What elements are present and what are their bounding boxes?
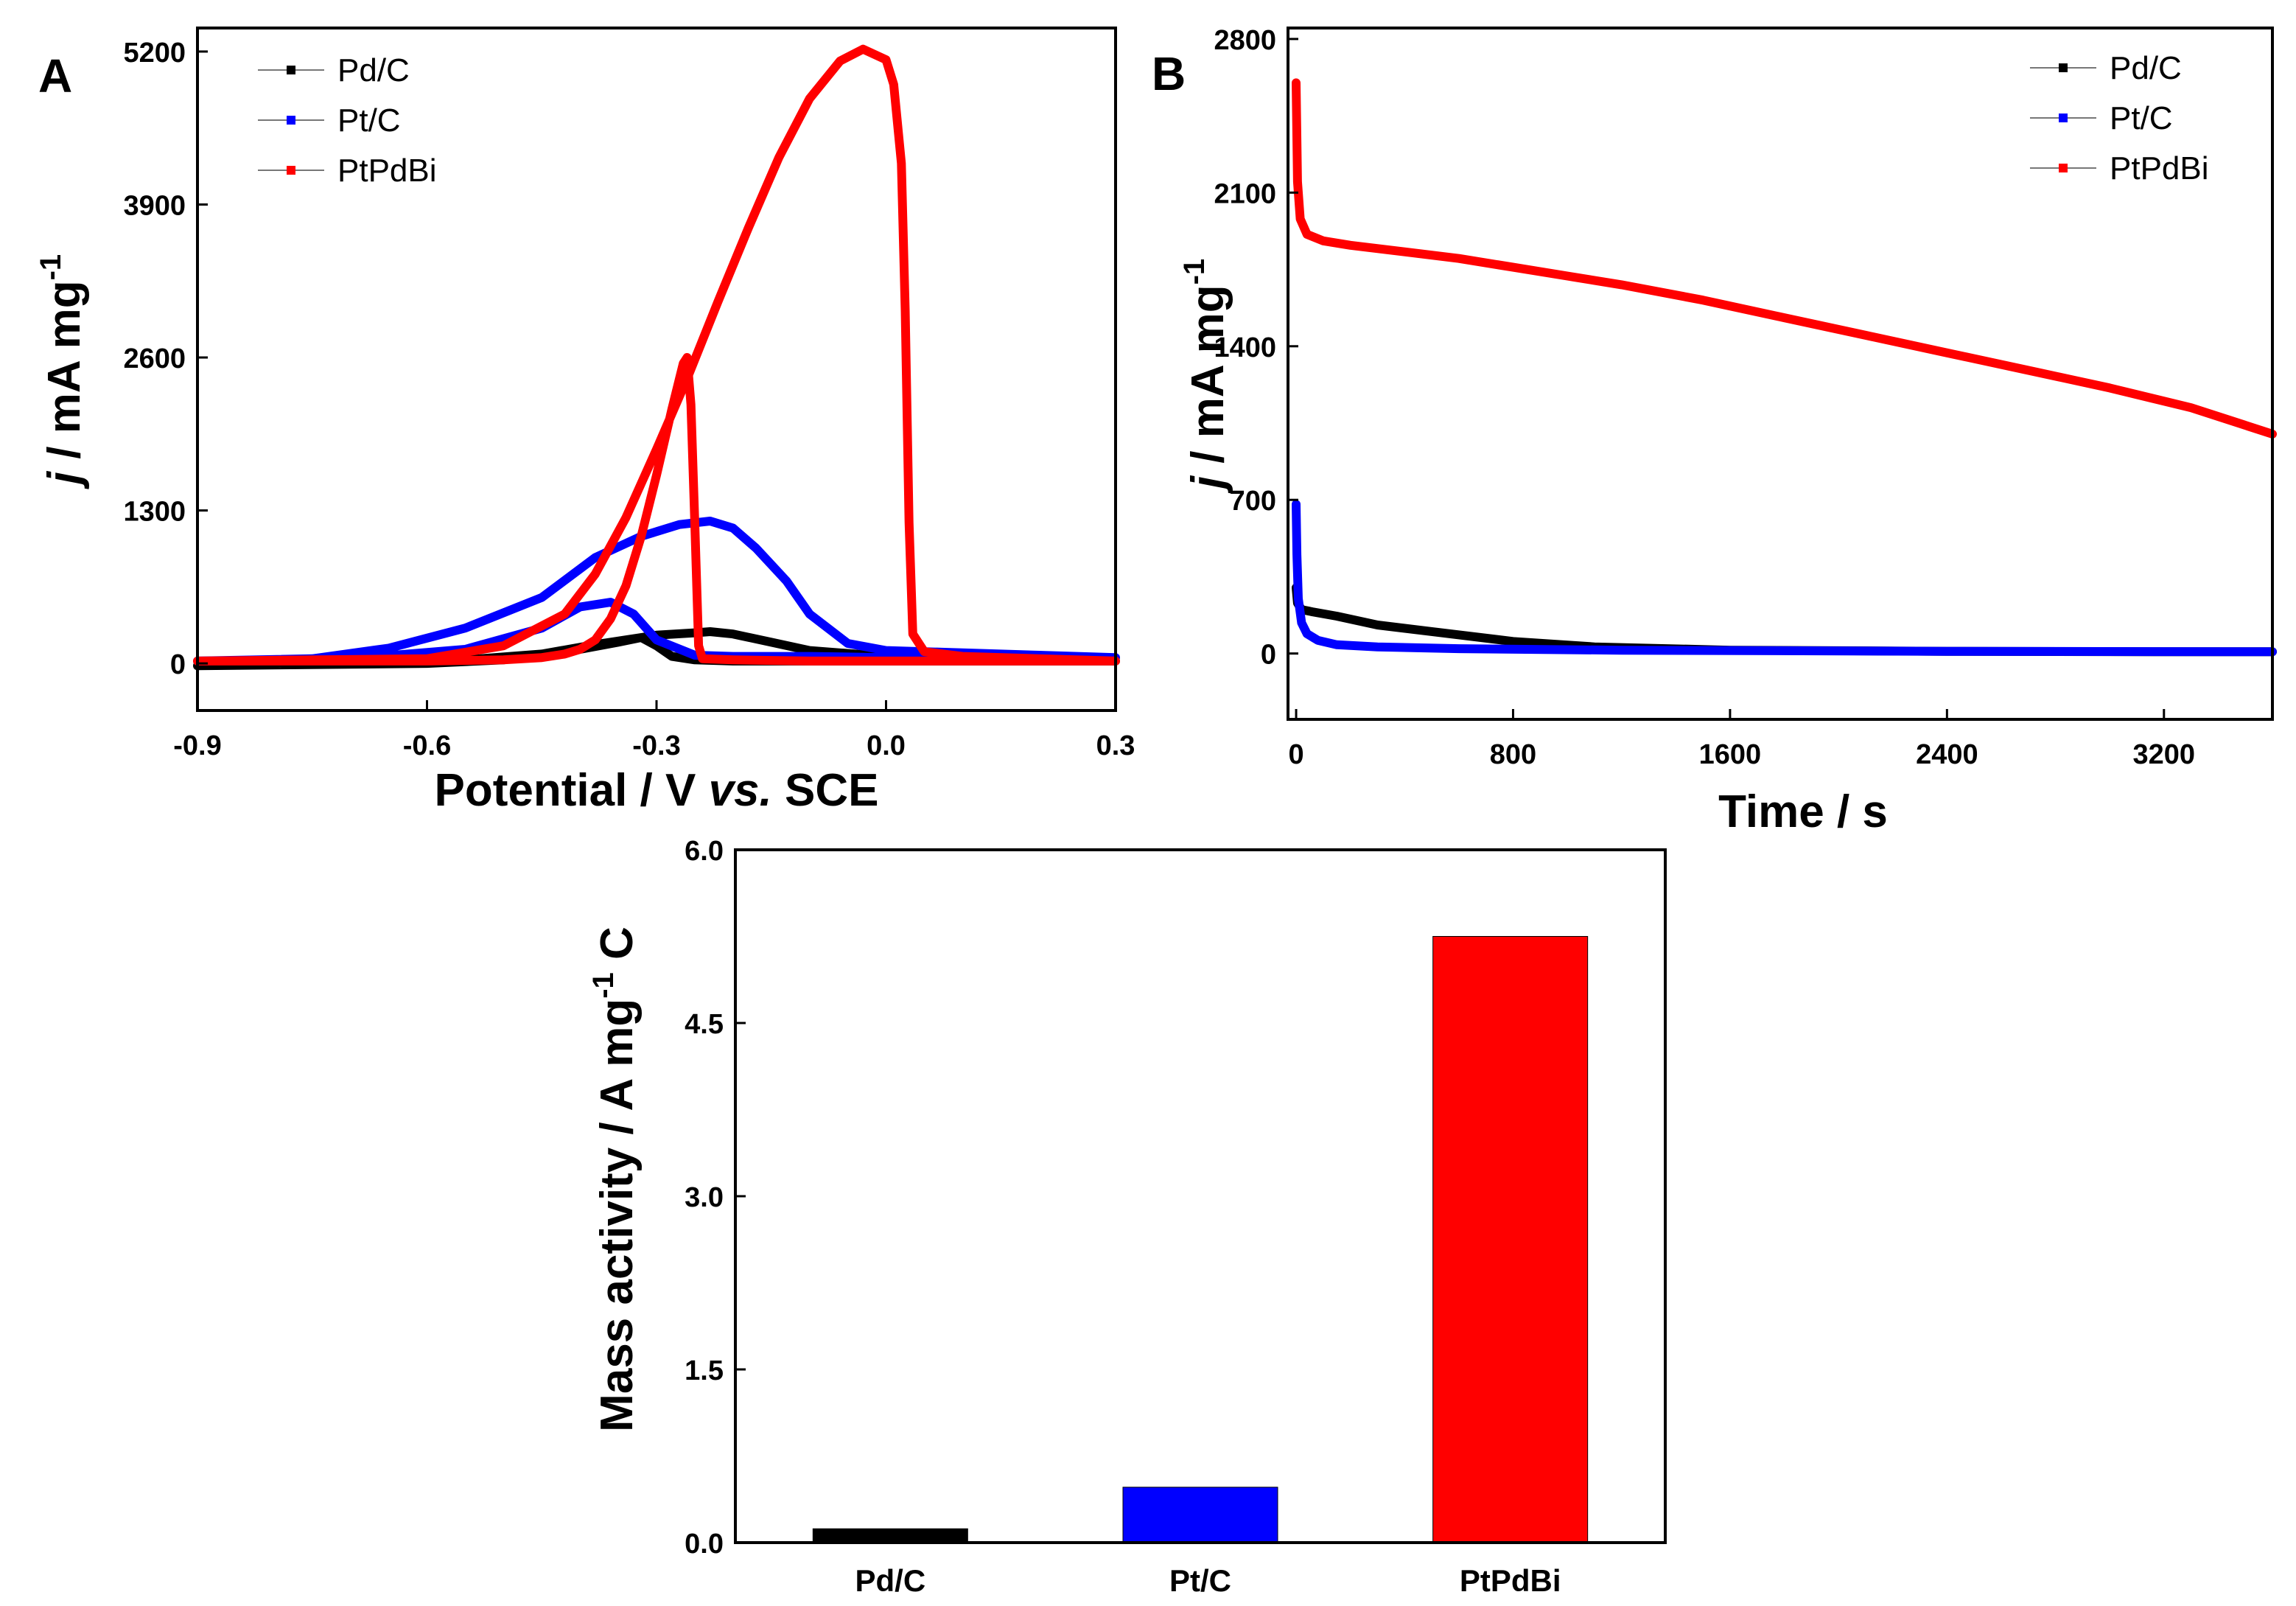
panel-b-legend-label: Pd/C [2110,50,2182,86]
panel-b-series-ptpdbi-line [1292,78,2277,439]
panel-a-x-tick-label: -0.3 [632,730,680,761]
panel-a-legend-label: PtPdBi [337,153,437,189]
panel-b-legend-label: Pt/C [2110,100,2173,136]
panel-c-y-tick-label: 6.0 [685,836,724,867]
panel-b-x-tick-label: 3200 [2133,739,2196,770]
panel-b-legend: Pd/C Pt/C PtPdBi [2030,50,2209,186]
panel-b-x-tick-label: 800 [1490,739,1536,770]
panel-c-bars [812,936,1589,1543]
panel-c-y-axis-label: Mass activity / A mg-1 C [587,926,643,1432]
panel-c-bar-pt-c [1122,1487,1278,1543]
panel-c-category-label: Pd/C [855,1563,925,1598]
panel-a-y-tick-label: 0 [170,649,186,680]
panel-a-x-ticks: -0.9 -0.6 -0.3 0.0 0.3 [173,700,1135,761]
panel-a-frame [196,27,1117,712]
panel-a-y-ticks: 0 1300 2600 3900 5200 [123,38,208,680]
panel-c-category-label: PtPdBi [1460,1563,1561,1598]
panel-c-y-tick-label: 0.0 [685,1529,724,1560]
panel-c-y-tick-label: 3.0 [685,1182,724,1213]
panel-a: A -0.9 -0.6 -0.3 0.0 0.3 0 1300 2600 3900 5200 P… [35,27,1135,816]
panel-b-y-tick-label: 700 [1230,486,1276,517]
panel-b-series [1292,78,2277,657]
panel-c-bar-ptpdbi [1432,936,1589,1543]
panel-b-x-ticks: 0 800 1600 2400 3200 [1288,709,2195,770]
panel-c-category-labels: Pd/C Pt/C PtPdBi [855,1563,1561,1598]
panel-a-series-ptpdbi-line [193,44,1120,666]
panel-a-legend-label: Pt/C [337,102,401,139]
panel-a-legend-label: Pd/C [337,52,410,88]
panel-b-legend-label: PtPdBi [2110,150,2209,186]
panel-a-series [193,44,1120,671]
panel-b-y-tick-label: 1400 [1214,332,1276,363]
panel-b-y-axis-label: j / mA mg-1 [1178,259,1233,494]
panel-a-label: A [38,49,72,102]
panel-a-y-tick-label: 5200 [123,38,186,69]
panel-b-series-pd-c-line [1292,583,2277,657]
panel-b-legend-marker [2059,63,2068,72]
panel-b-x-tick-label: 2400 [1916,739,1978,770]
panel-b-y-tick-label: 0 [1261,640,1276,671]
panel-c-y-tick-label: 4.5 [685,1009,724,1040]
panel-b: B 0 800 1600 2400 3200 0 700 1400 2100 2800 Time… [1152,25,2277,837]
panel-b-series-pt-c-line [1292,500,2277,657]
panel-a-legend-marker [287,116,295,125]
panel-b-x-tick-label: 0 [1288,739,1303,770]
panel-a-series-pt-c-line [193,517,1120,666]
panel-c-y-ticks: 0.0 1.5 3.0 4.5 6.0 [685,836,746,1560]
panel-a-y-tick-label: 2600 [123,343,186,374]
panel-a-legend-marker [287,166,295,175]
panel-b-frame [1287,27,2274,721]
panel-a-legend-marker [287,66,295,74]
panel-a-x-tick-label: -0.6 [403,730,451,761]
panel-a-x-tick-label: -0.9 [173,730,221,761]
panel-b-y-tick-label: 2100 [1214,178,1276,209]
panel-b-y-ticks: 0 700 1400 2100 2800 [1214,25,1298,671]
panel-b-y-tick-label: 2800 [1214,25,1276,56]
panel-c-y-tick-label: 1.5 [685,1355,724,1386]
panel-a-y-tick-label: 3900 [123,190,186,221]
panel-c-bar-pd-c [812,1528,968,1543]
panel-b-x-tick-label: 1600 [1699,739,1762,770]
panel-b-legend-marker [2059,114,2068,122]
panel-a-x-tick-label: 0.3 [1096,730,1135,761]
panel-a-x-axis-label: Potential / V vs. SCE [435,765,879,816]
panel-c-category-label: Pt/C [1169,1563,1231,1598]
panel-b-legend-marker [2059,164,2068,172]
panel-a-y-axis-label: j / mA mg-1 [35,254,90,489]
panel-a-x-tick-label: 0.0 [867,730,906,761]
panel-b-label: B [1152,47,1186,100]
panel-c: 0.0 1.5 3.0 4.5 6.0 Pd/C Pt/C PtPdBi Mass acti… [587,836,1667,1598]
panel-a-legend: Pd/C Pt/C PtPdBi [258,52,437,189]
panel-b-x-axis-label: Time / s [1718,786,1888,837]
panel-a-y-tick-label: 1300 [123,497,186,528]
